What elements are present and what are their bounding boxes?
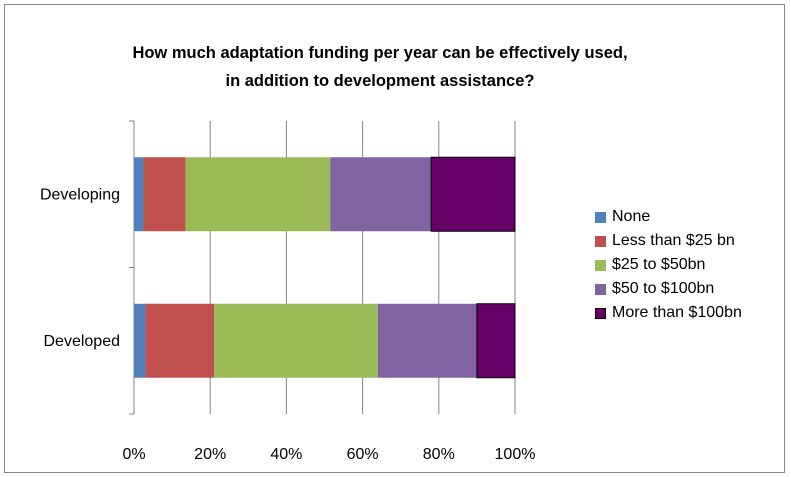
legend-item: Less than $25 bn (595, 229, 742, 253)
bar-segment (134, 303, 146, 378)
chart-title-line-1: How much adaptation funding per year can… (132, 44, 628, 62)
legend-label: $50 to $100bn (612, 280, 715, 297)
bar-segment (185, 157, 331, 232)
x-tick-label: 80% (423, 446, 455, 463)
legend-label: None (612, 208, 651, 225)
bar-segment (214, 303, 378, 378)
x-tick-label: 100% (495, 446, 536, 463)
legend-swatch (595, 307, 606, 319)
chart-title-line-2: in addition to development assistance? (225, 72, 535, 90)
legend: None Less than $25 bn $25 to $50bn $50 to $… (595, 205, 742, 325)
legend-swatch (595, 235, 606, 247)
bar-segment (145, 303, 215, 378)
legend-swatch (595, 211, 606, 223)
category-label: Developing (40, 186, 120, 203)
bar-segment (330, 157, 432, 232)
legend-swatch (595, 259, 606, 271)
legend-item: $25 to $50bn (595, 253, 742, 277)
bar-segment (143, 157, 186, 232)
legend-item: $50 to $100bn (595, 277, 742, 301)
category-label: Developed (44, 333, 121, 350)
legend-label: More than $100bn (612, 304, 742, 321)
chart-title: How much adaptation funding per year can… (65, 39, 695, 95)
legend-item: More than $100bn (595, 301, 742, 325)
x-tick-label: 20% (194, 446, 226, 463)
x-tick-label: 60% (347, 446, 379, 463)
bar-segment (134, 157, 144, 232)
x-tick-label: 0% (122, 446, 145, 463)
legend-swatch (595, 283, 606, 295)
legend-item: None (595, 205, 742, 229)
bar-segment (476, 303, 516, 379)
bar-segment (377, 303, 477, 378)
bar-segment (430, 156, 516, 232)
legend-label: Less than $25 bn (612, 232, 735, 249)
legend-label: $25 to $50bn (612, 256, 706, 273)
x-tick-label: 40% (270, 446, 302, 463)
